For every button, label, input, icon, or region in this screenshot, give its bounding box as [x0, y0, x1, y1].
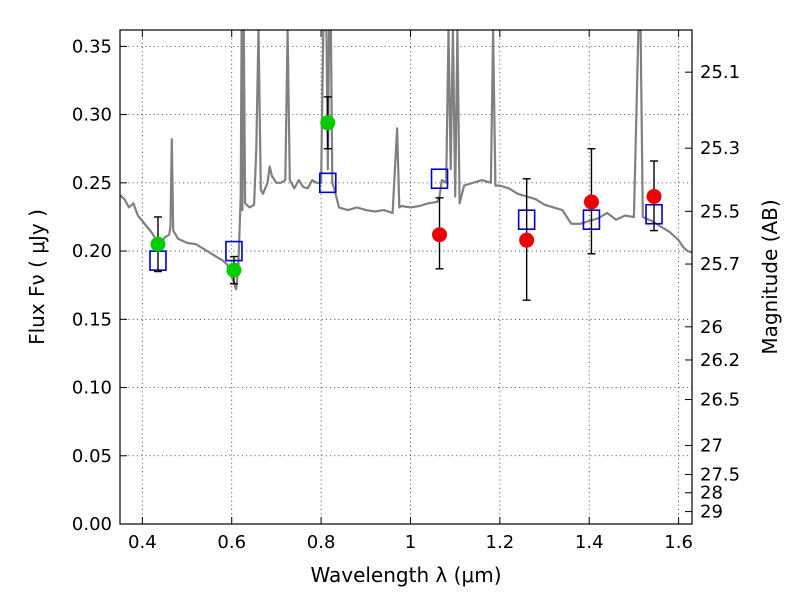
mag-tick-label: 25.7	[700, 254, 740, 275]
y-tick-label: 0.15	[72, 309, 112, 330]
spectrum-line	[120, 30, 692, 291]
y2-axis-label: Magnitude (AB)	[758, 199, 782, 354]
y-tick-label: 0.20	[72, 241, 112, 262]
y-tick-label: 0.05	[72, 446, 112, 467]
mag-tick-label: 26	[700, 317, 723, 338]
green-point	[320, 115, 336, 131]
red-point	[583, 194, 599, 210]
mag-tick-label: 27	[700, 436, 723, 457]
x-tick-label: 0.8	[307, 532, 336, 553]
x-tick-label: 1.2	[486, 532, 515, 553]
y-tick-label: 0.35	[72, 36, 112, 57]
mag-tick-label: 27.5	[700, 464, 740, 485]
y-axis-label: Flux Fν ( μJy )	[25, 209, 49, 345]
red-point	[646, 188, 662, 204]
y-tick-label: 0.00	[72, 514, 112, 535]
model-square-marker	[430, 168, 449, 190]
plot-frame	[119, 29, 693, 525]
y-tick-label: 0.25	[72, 173, 112, 194]
x-tick-label: 0.6	[217, 532, 246, 553]
mag-tick-label: 25.3	[700, 138, 740, 159]
y-tick-label: 0.10	[72, 378, 112, 399]
tick-layer: 0.4 0.6 0.8 1 1.2 1.4 1.6 0.00 0.05 0.10 0.15 0.20 0…	[72, 30, 740, 553]
x-axis-label: Wavelength λ (μm)	[310, 563, 501, 587]
mag-tick-label: 26.5	[700, 390, 740, 411]
mag-tick-label: 28	[700, 483, 723, 504]
marker-layer	[149, 96, 663, 301]
green-point	[150, 236, 166, 252]
red-point	[432, 227, 448, 243]
model-square-marker	[318, 172, 337, 194]
red-point	[519, 232, 535, 248]
x-tick-label: 0.4	[128, 532, 157, 553]
y-tick-label: 0.30	[72, 105, 112, 126]
data-layer	[120, 30, 692, 291]
mag-tick-label: 26.2	[700, 350, 740, 371]
mag-tick-label: 29	[700, 502, 723, 523]
green-point	[226, 262, 242, 278]
x-tick-label: 1.4	[575, 532, 604, 553]
x-tick-label: 1.6	[664, 532, 693, 553]
mag-tick-label: 25.1	[700, 62, 740, 83]
mag-tick-label: 25.5	[700, 201, 740, 222]
x-tick-label: 1	[405, 532, 416, 553]
